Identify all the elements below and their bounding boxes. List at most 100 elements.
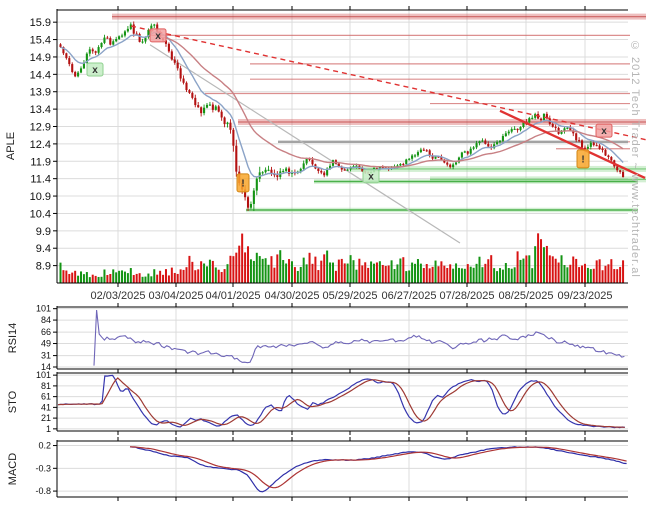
volume-bar	[126, 273, 129, 283]
candle-body	[563, 128, 566, 132]
candle-body	[569, 127, 572, 131]
candle-body	[337, 163, 340, 167]
candle-body	[607, 155, 610, 158]
volume-bar	[610, 259, 613, 283]
candle-body	[449, 164, 452, 168]
candle-body	[182, 78, 185, 83]
volume-bar	[496, 271, 499, 283]
candle-body	[200, 107, 203, 114]
candle-body	[466, 151, 469, 154]
candle-body	[434, 156, 437, 159]
volume-bar	[522, 258, 525, 283]
candle-body	[487, 143, 490, 147]
macd-signal-line	[129, 446, 627, 489]
volume-bar	[65, 270, 68, 283]
volume-bar	[150, 276, 153, 283]
candle-body	[188, 90, 191, 93]
candle-body	[598, 145, 601, 149]
volume-bar	[449, 264, 452, 283]
candle-body	[164, 40, 168, 44]
candle-body	[481, 140, 484, 142]
candle-body	[539, 118, 543, 121]
candle-body	[572, 130, 575, 134]
candle-body	[583, 147, 587, 149]
y-tick-label: 66	[41, 327, 51, 337]
candle-body	[545, 113, 548, 119]
volume-bar	[337, 259, 340, 283]
candle-body	[100, 42, 103, 48]
volume-bar	[144, 276, 147, 283]
volume-bar	[214, 267, 217, 283]
candle-body	[378, 166, 381, 169]
volume-bar	[455, 263, 458, 283]
volume-bar	[173, 272, 176, 283]
candle-body	[595, 145, 598, 147]
candle-body	[106, 37, 109, 39]
candle-body	[396, 165, 399, 167]
volume-bar	[490, 255, 493, 283]
volume-bar	[595, 260, 598, 283]
candle-body	[308, 158, 311, 160]
candle-body	[425, 150, 428, 152]
x-date-label: 02/03/2025	[90, 290, 145, 302]
candle-body	[153, 24, 156, 26]
volume-bar	[481, 267, 484, 283]
marker-glyph: x	[601, 126, 607, 137]
volume-bar	[501, 269, 504, 283]
volume-bar	[622, 260, 625, 283]
volume-bar	[440, 261, 443, 283]
y-tick-label: 13.9	[30, 87, 51, 99]
volume-bar	[176, 273, 179, 283]
marker-glyph: !	[241, 178, 244, 189]
volume-bar	[402, 257, 405, 283]
volume-bar	[349, 255, 352, 283]
y-tick-label: 61	[41, 392, 51, 402]
candle-body	[566, 127, 569, 129]
volume-bar	[106, 275, 109, 283]
candle-body	[578, 140, 581, 142]
volume-bar	[82, 274, 85, 283]
y-tick-label: -0.3	[35, 463, 51, 473]
y-tick-label: 101	[36, 370, 51, 380]
volume-bar	[575, 258, 578, 283]
volume-bar	[252, 260, 255, 283]
volume-bar	[513, 267, 516, 283]
volume-bar	[390, 260, 393, 283]
candle-body	[264, 169, 267, 173]
candle-body	[402, 163, 405, 166]
y-tick-label: 101	[36, 304, 51, 314]
candle-body	[170, 51, 173, 60]
volume-bar	[472, 267, 475, 283]
alert-marker	[236, 173, 250, 193]
volume-bar	[296, 270, 299, 283]
volume-bar	[258, 256, 261, 283]
volume-bar	[311, 263, 314, 283]
volume-bar	[267, 264, 270, 283]
candle-body	[455, 162, 458, 165]
candle-body	[109, 38, 112, 45]
candle-body	[65, 53, 68, 59]
volume-bar	[302, 257, 305, 283]
volume-bar	[220, 272, 223, 283]
candle-body	[285, 168, 288, 171]
candle-body	[510, 129, 513, 132]
candle-body	[616, 166, 619, 171]
candle-body	[431, 155, 434, 159]
marker-glyph: x	[155, 31, 161, 42]
volume-bar	[419, 263, 422, 283]
volume-bar	[241, 233, 244, 283]
x-date-label: 05/29/2025	[322, 290, 377, 302]
volume-bar	[123, 271, 126, 283]
volume-bar	[211, 260, 214, 283]
candle-body	[103, 37, 106, 43]
volume-bar	[572, 256, 575, 283]
volume-bar	[525, 255, 528, 283]
y-tick-label: 31	[41, 351, 51, 361]
volume-bar	[138, 273, 141, 283]
volume-bar	[188, 255, 191, 283]
volume-bar	[537, 233, 540, 283]
volume-bar	[457, 267, 460, 283]
volume-bar	[583, 263, 586, 283]
volume-bar	[334, 270, 337, 283]
candle-body	[496, 142, 499, 145]
